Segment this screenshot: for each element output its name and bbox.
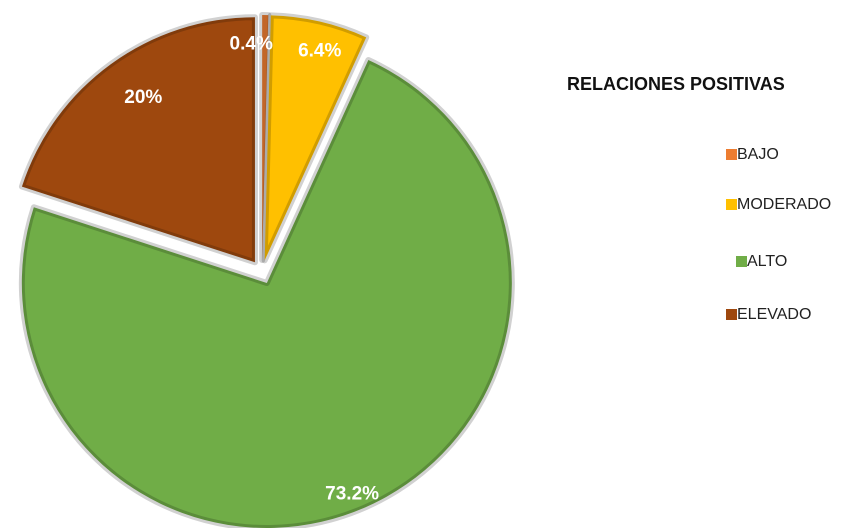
data-label: 73.2%: [325, 484, 379, 505]
pie-slice: [18, 57, 515, 528]
chart-title: RELACIONES POSITIVAS: [567, 74, 785, 94]
legend-label: ELEVADO: [737, 306, 811, 323]
legend-swatch: [726, 309, 737, 320]
data-label: 0.4%: [230, 33, 273, 54]
data-label: 20%: [124, 87, 162, 108]
legend-label: BAJO: [737, 146, 779, 163]
pie-slice: [261, 12, 370, 264]
data-label: 6.4%: [298, 41, 341, 62]
pie-slice: [259, 12, 272, 264]
legend-label: ALTO: [747, 253, 787, 270]
legend-swatch: [726, 199, 737, 210]
legend-swatch: [726, 149, 737, 160]
legend-label: MODERADO: [737, 196, 831, 213]
pie-slice: [18, 14, 258, 266]
legend-swatch: [736, 256, 747, 267]
